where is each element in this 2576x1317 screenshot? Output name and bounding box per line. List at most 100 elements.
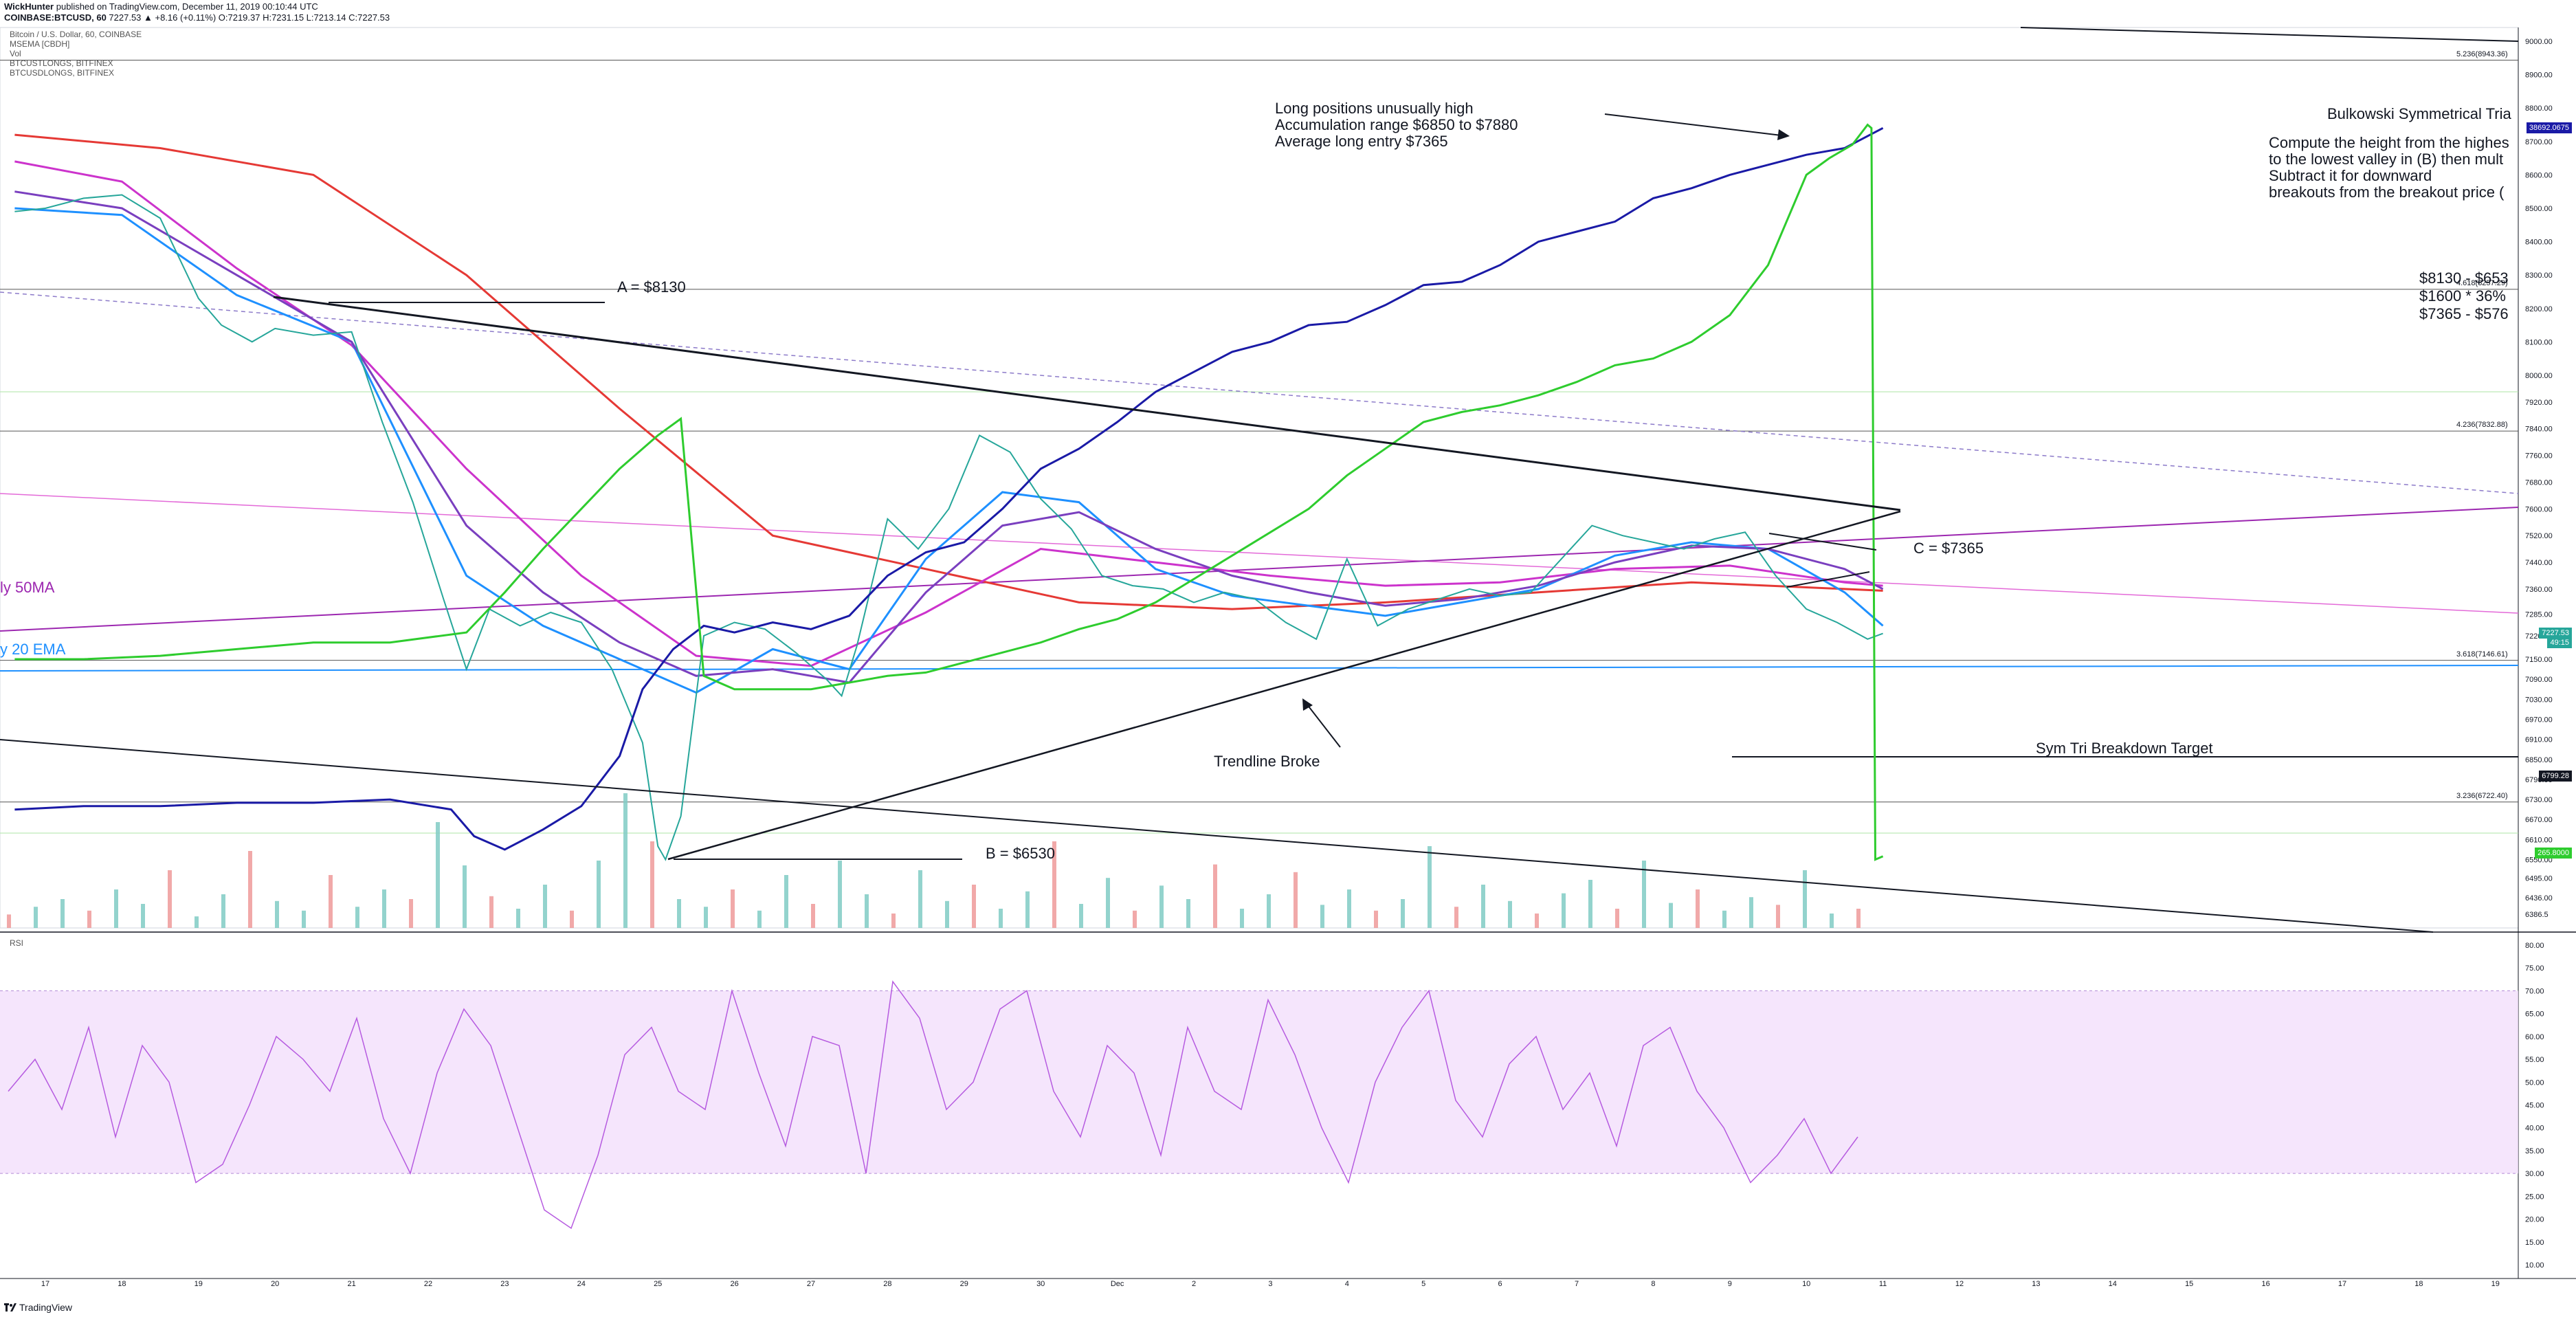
date-tick-label: 30: [1036, 1280, 1045, 1288]
volume-bar: [1374, 910, 1378, 928]
rsi-tick-label: 30.00: [2525, 1170, 2544, 1178]
volume-bar: [436, 822, 440, 928]
date-tick-label: 19: [2491, 1280, 2500, 1288]
price-tick-label: 7760.00: [2525, 452, 2553, 461]
volume-bar: [87, 910, 91, 928]
date-tick-label: Dec: [1111, 1280, 1124, 1288]
volume-bar: [463, 865, 467, 928]
purple-rising-line: [0, 507, 2519, 632]
volume-bar: [1642, 861, 1646, 928]
volume-bar: [1830, 914, 1834, 928]
rsi-label: RSI: [10, 938, 24, 948]
ma-line-emamid: [14, 190, 1884, 684]
rsi-tick-label: 10.00: [2525, 1261, 2544, 1270]
rsi-tick-label: 20.00: [2525, 1216, 2544, 1224]
fib-level-label: 3.618(7146.61): [2456, 650, 2508, 658]
indicator-legend-item[interactable]: Bitcoin / U.S. Dollar, 60, COINBASE: [10, 30, 142, 39]
long-positions-arrowhead: [1777, 129, 1790, 140]
rsi-tick-label: 70.00: [2525, 987, 2544, 995]
price-tick-label: 7920.00: [2525, 399, 2553, 407]
price-tick-label: 8000.00: [2525, 372, 2553, 380]
symbol-info: COINBASE:BTCUSD, 60 7227.53 ▲ +8.16 (+0.…: [4, 12, 390, 23]
volume-bar: [1722, 910, 1726, 928]
price-tick-label: 8900.00: [2525, 71, 2553, 80]
volume-bar: [1696, 889, 1700, 928]
price-tick-label: 7520.00: [2525, 532, 2553, 540]
volume-bar: [1776, 905, 1780, 928]
date-tick-label: 27: [807, 1280, 815, 1288]
volume-bar: [1588, 880, 1592, 928]
volume-bar: [248, 851, 252, 928]
volume-bar: [999, 909, 1003, 928]
fib-level-label: 3.236(6722.40): [2456, 791, 2508, 800]
price-tick-label: 8300.00: [2525, 272, 2553, 280]
ma-line-20ema: [14, 207, 1884, 694]
volume-bar: [811, 904, 815, 928]
indicator-legend-item[interactable]: Vol: [10, 49, 21, 58]
date-tick-label: 17: [41, 1280, 49, 1288]
volume-bar: [1615, 909, 1619, 928]
price-tick-label: 6610.00: [2525, 836, 2553, 844]
symbol-name: COINBASE:BTCUSD, 60: [4, 12, 107, 23]
price-tick-label: 8600.00: [2525, 171, 2553, 179]
volume-bar: [355, 907, 359, 928]
date-tick-label: 3: [1268, 1280, 1272, 1288]
date-tick-label: 9: [1728, 1280, 1732, 1288]
volume-bar: [1401, 899, 1405, 928]
tradingview-logo[interactable]: TradingView: [4, 1302, 72, 1313]
volume-bar: [1052, 841, 1056, 928]
date-tick-label: 17: [2338, 1280, 2346, 1288]
publisher-name[interactable]: WickHunter: [4, 1, 54, 12]
volume-bar: [543, 885, 547, 928]
trendline-broke-arrow: [1304, 700, 1341, 748]
volume-bar: [1133, 910, 1137, 928]
date-tick-label: 2: [1192, 1280, 1196, 1288]
date-tick-label: 8: [1651, 1280, 1655, 1288]
price-tick-label: 8200.00: [2525, 305, 2553, 313]
dashed-trendline: [0, 291, 2519, 494]
top-trendline: [2020, 27, 2519, 42]
bulkowski-title: Bulkowski Symmetrical Tria: [2327, 105, 2511, 122]
indicator-legend-item[interactable]: MSEMA [CBDH]: [10, 39, 70, 49]
volume-bar: [891, 914, 896, 928]
price-tick-label: 6730.00: [2525, 796, 2553, 804]
date-tick-label: 15: [2185, 1280, 2193, 1288]
target-calculation: $8130 - $653 $1600 * 36% $7365 - $576: [2419, 269, 2509, 322]
date-tick-label: 26: [730, 1280, 738, 1288]
volume-bar: [168, 870, 172, 928]
indicator-legend-item[interactable]: BTCUSTLONGS, BITFINEX: [10, 58, 113, 68]
rsi-tick-label: 55.00: [2525, 1056, 2544, 1064]
volume-bar: [1508, 900, 1512, 928]
tradingview-icon: [4, 1303, 16, 1312]
volume-bar: [597, 861, 601, 928]
volume-bar: [1669, 903, 1673, 928]
date-tick-label: 24: [577, 1280, 586, 1288]
date-tick-label: 18: [118, 1280, 126, 1288]
indicator-legend-item[interactable]: BTCUSDLONGS, BITFINEX: [10, 68, 115, 78]
date-tick-label: 20: [271, 1280, 279, 1288]
publish-date: published on TradingView.com, December 1…: [54, 1, 318, 12]
price-tick-label: 6386.5: [2525, 911, 2549, 919]
date-tick-label: 14: [2109, 1280, 2117, 1288]
trendline-broke-label: Trendline Broke: [1214, 753, 1320, 770]
volume-bar: [570, 910, 574, 928]
rsi-tick-label: 65.00: [2525, 1010, 2544, 1019]
volume-bar: [1293, 872, 1298, 928]
volume-bar: [784, 875, 788, 928]
publish-info: WickHunter published on TradingView.com,…: [4, 1, 318, 12]
volume-bar: [114, 889, 118, 928]
price-tick-label: 7090.00: [2525, 676, 2553, 684]
volume-bar: [1347, 889, 1351, 928]
volume-bar: [275, 900, 279, 928]
long-positions-arrow: [1604, 113, 1788, 137]
volume-bar: [489, 896, 493, 928]
volume-bar: [623, 793, 628, 928]
main-pane[interactable]: [0, 27, 2519, 929]
point-c-upper-line: [1768, 533, 1877, 551]
date-tick-label: 7: [1575, 1280, 1579, 1288]
point-a-label: A = $8130: [617, 278, 686, 296]
rsi-tick-label: 15.00: [2525, 1239, 2544, 1247]
ma-line-sma: [14, 133, 1883, 610]
rsi-tick-label: 60.00: [2525, 1033, 2544, 1041]
